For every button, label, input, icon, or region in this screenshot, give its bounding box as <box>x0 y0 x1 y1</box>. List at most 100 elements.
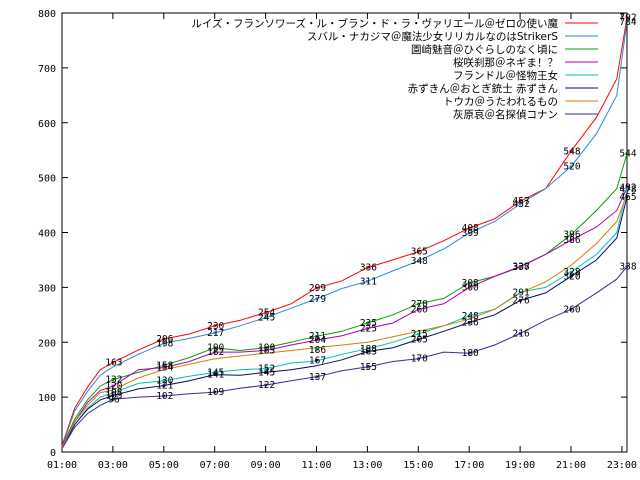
data-point <box>518 265 522 269</box>
data-label: 784 <box>619 17 636 28</box>
data-label: 158 <box>156 360 173 371</box>
data-point <box>315 375 319 379</box>
data-point <box>162 337 166 341</box>
data-label: 396 <box>563 230 580 241</box>
data-point <box>365 321 369 325</box>
data-point <box>625 265 629 269</box>
data-point <box>162 394 166 398</box>
data-label: 198 <box>156 338 173 349</box>
data-label: 132 <box>105 375 122 386</box>
data-label: 122 <box>258 380 275 391</box>
data-point <box>111 384 115 388</box>
data-label: 299 <box>309 283 326 294</box>
data-point <box>416 338 420 342</box>
data-point <box>315 297 319 301</box>
data-label: 152 <box>258 364 275 375</box>
legend-label: 桜咲刹那＠ネギま！？ <box>453 56 558 69</box>
data-label: 279 <box>309 294 326 305</box>
legend-label: 園崎魅音＠ひぐらしのなく頃に <box>411 43 558 56</box>
legend-label: ルイズ・フランソワーズ・ル・ブラン・ド・ラ・ヴァリエール＠ゼロの使い魔 <box>191 17 558 30</box>
x-tick-label: 07:00 <box>200 460 230 471</box>
data-label: 185 <box>258 345 275 356</box>
data-label: 109 <box>207 387 224 398</box>
series-line <box>61 189 628 448</box>
x-tick-label: 01:00 <box>47 460 77 471</box>
x-tick-label: 11:00 <box>301 460 331 471</box>
series-line <box>61 266 628 449</box>
data-label: 408 <box>462 223 479 234</box>
data-point <box>213 324 217 328</box>
data-label: 482 <box>619 183 636 194</box>
data-label: 190 <box>207 343 224 354</box>
data-label: 145 <box>258 367 275 378</box>
data-point <box>467 285 471 289</box>
data-point <box>264 348 268 352</box>
data-label: 365 <box>411 247 428 258</box>
data-label: 311 <box>360 276 377 287</box>
data-label: 102 <box>156 391 173 402</box>
data-point <box>625 151 629 155</box>
data-point <box>467 320 471 324</box>
data-point <box>467 231 471 235</box>
data-label: 328 <box>563 267 580 278</box>
data-point <box>467 314 471 318</box>
data-label: 236 <box>462 317 479 328</box>
data-point <box>569 149 573 153</box>
data-label: 154 <box>156 362 173 373</box>
data-label: 103 <box>105 390 122 401</box>
data-label: 386 <box>563 235 580 246</box>
data-label: 320 <box>563 271 580 282</box>
data-point <box>467 281 471 285</box>
data-point <box>111 391 115 395</box>
data-label: 96 <box>108 394 120 405</box>
data-point <box>625 195 629 199</box>
data-label: 399 <box>462 228 479 239</box>
series-line <box>61 193 628 448</box>
data-label: 155 <box>360 362 377 373</box>
data-point <box>365 266 369 270</box>
data-point <box>569 233 573 237</box>
data-point <box>365 365 369 369</box>
series-line <box>61 187 628 447</box>
data-label: 137 <box>309 372 326 383</box>
data-label: 204 <box>309 335 326 346</box>
y-tick-label: 400 <box>38 229 56 240</box>
data-label: 182 <box>207 347 224 358</box>
series-line <box>61 21 628 447</box>
x-tick-label: 21:00 <box>556 460 586 471</box>
legend: ルイズ・フランソワーズ・ル・ブラン・ド・ラ・ヴァリエール＠ゼロの使い魔スバル・ナ… <box>191 17 598 121</box>
x-tick-label: 09:00 <box>251 460 281 471</box>
data-label: 338 <box>513 262 530 273</box>
data-label: 108 <box>105 388 122 399</box>
data-point <box>315 286 319 290</box>
data-point <box>467 351 471 355</box>
y-tick-label: 200 <box>38 338 56 349</box>
data-point <box>625 20 629 24</box>
data-point <box>315 338 319 342</box>
data-point <box>213 373 217 377</box>
data-point <box>365 347 369 351</box>
data-point <box>416 259 420 263</box>
x-tick-label: 23:00 <box>607 460 637 471</box>
data-label: 230 <box>207 321 224 332</box>
data-label: 245 <box>258 313 275 324</box>
data-label: 183 <box>360 347 377 358</box>
data-label: 205 <box>411 335 428 346</box>
y-tick-label: 0 <box>50 448 56 459</box>
data-point <box>111 361 115 365</box>
data-label: 186 <box>309 345 326 356</box>
data-point <box>569 165 573 169</box>
data-label: 338 <box>619 262 636 273</box>
data-label: 548 <box>563 146 580 157</box>
series-line <box>61 153 628 447</box>
y-tick-label: 700 <box>38 64 56 75</box>
data-point <box>264 346 268 350</box>
legend-label: スバル・ナカジマ＠魔法少女リリカルなのはStrikerS <box>307 30 558 43</box>
data-label: 520 <box>563 162 580 173</box>
data-label: 180 <box>462 348 479 359</box>
data-label: 188 <box>360 344 377 355</box>
data-label: 457 <box>513 196 530 207</box>
data-labels: 1632062302542993363654084575487921321581… <box>105 12 637 405</box>
data-point <box>625 188 629 192</box>
